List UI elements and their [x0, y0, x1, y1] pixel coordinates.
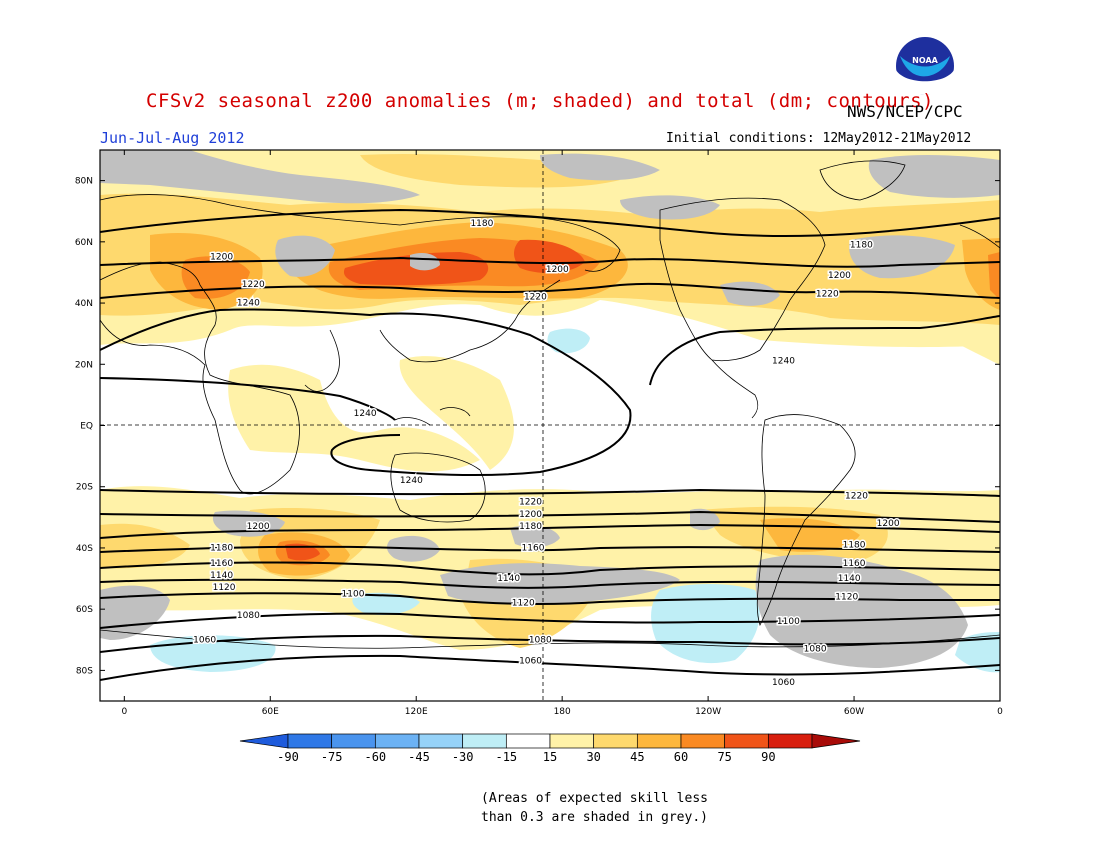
- colorbar-label: -15: [495, 750, 517, 764]
- lat-tick-label: 60N: [75, 238, 93, 248]
- colorbar-label: 45: [630, 750, 644, 764]
- contour-label: 1080: [804, 644, 827, 654]
- lon-tick-label: 120E: [405, 707, 428, 717]
- contour-label: 1160: [522, 543, 545, 553]
- contour-label: 1200: [877, 519, 900, 529]
- skill-note-line-1: (Areas of expected skill less: [481, 791, 708, 806]
- contour-label: 1120: [512, 599, 535, 609]
- colorbar-label: 60: [674, 750, 688, 764]
- colorbar-label: -90: [277, 750, 299, 764]
- contour-label: 1180: [850, 240, 873, 250]
- contour-label: 1140: [838, 574, 861, 584]
- contour-label: 1200: [247, 522, 270, 532]
- contour-label: 1160: [843, 559, 866, 569]
- colorbar-label: -45: [408, 750, 430, 764]
- contour-label: 1200: [210, 253, 233, 263]
- contour-label: 1060: [772, 678, 795, 688]
- colorbar-cell: [593, 733, 638, 749]
- colorbar-cell: [505, 733, 551, 749]
- colorbar-cell: [374, 733, 420, 749]
- contour-label: 1180: [519, 522, 542, 532]
- colorbar-cell: [418, 733, 464, 749]
- contour-label: 1100: [342, 589, 365, 599]
- contour-labels: 1180 1180 1200 1200 1200 1220 1220 1220 1240 1240…: [192, 217, 902, 689]
- contour-label: 1220: [845, 491, 868, 501]
- contour-label: 1180: [210, 543, 233, 553]
- contour-label: 1140: [210, 571, 233, 581]
- contour-label: 1140: [497, 574, 520, 584]
- contour-label: 1240: [237, 299, 260, 309]
- lon-tick-label: 60E: [262, 707, 279, 717]
- initial-conditions-label: Initial conditions: 12May2012-21May2012: [666, 131, 972, 146]
- contour-label: 1180: [470, 219, 493, 229]
- contour-label: 1220: [519, 498, 542, 508]
- skill-note-line-2: than 0.3 are shaded in grey.): [481, 810, 708, 825]
- colorbar-cell: [767, 733, 813, 749]
- lat-tick-label: 20S: [76, 483, 93, 493]
- contour-label: 1100: [777, 617, 800, 627]
- chart-title: CFSv2 seasonal z200 anomalies (m; shaded…: [146, 90, 934, 112]
- lon-tick-label: 120W: [695, 707, 721, 717]
- contour-label: 1220: [524, 292, 547, 302]
- contour-label: 1060: [519, 657, 542, 667]
- contour-label: 1200: [546, 265, 569, 275]
- lon-tick-label: 180: [554, 707, 571, 717]
- lat-tick-label: EQ: [80, 422, 93, 432]
- colorbar-cell: [549, 733, 595, 749]
- lat-tick-label: 80N: [75, 177, 93, 187]
- colorbar-label: -30: [452, 750, 474, 764]
- contour-label: 1220: [242, 280, 265, 290]
- contour-label: 1180: [843, 540, 866, 550]
- lat-tick-label: 20N: [75, 360, 93, 370]
- colorbar-cell: [724, 733, 769, 749]
- colorbar-label: 15: [543, 750, 557, 764]
- contour-label: 1160: [210, 559, 233, 569]
- colorbar-cell: [462, 733, 507, 749]
- agency-label: NWS/NCEP/CPC: [847, 102, 963, 121]
- lat-tick-label: 80S: [76, 666, 93, 676]
- colorbar-cell: [331, 733, 376, 749]
- lat-tick-label: 60S: [76, 605, 93, 615]
- colorbar-cell: [811, 733, 861, 749]
- colorbar-cell: [636, 733, 682, 749]
- map-axes: 80N 60N 40N 20N EQ 20S 40S 60S 80S 0 60E 120E 180 120…: [75, 150, 1003, 717]
- season-label: Jun-Jul-Aug 2012: [100, 129, 245, 147]
- contour-label: 1120: [213, 583, 236, 593]
- colorbar-label: 75: [717, 750, 731, 764]
- lat-tick-label: 40N: [75, 299, 93, 309]
- noaa-logo-icon: NOAA: [896, 37, 954, 95]
- contour-label: 1080: [237, 611, 260, 621]
- lon-tick-label: 60W: [844, 707, 864, 717]
- lon-tick-label: 0: [997, 707, 1003, 717]
- contour-label: 1240: [772, 357, 795, 367]
- contour-label: 1240: [400, 476, 423, 486]
- colorbar-cell: [680, 733, 726, 749]
- contour-label: 1220: [816, 289, 839, 299]
- contour-label: 1240: [354, 409, 377, 419]
- colorbar-label: 30: [586, 750, 600, 764]
- lon-tick-label: 0: [121, 707, 127, 717]
- contour-label: 1080: [529, 635, 552, 645]
- svg-text:NOAA: NOAA: [912, 56, 938, 65]
- colorbar-label: 90: [761, 750, 775, 764]
- contour-label: 1200: [519, 510, 542, 520]
- colorbar-cell: [287, 733, 333, 749]
- contour-label: 1060: [193, 635, 216, 645]
- coastlines: [100, 160, 1000, 649]
- lat-tick-label: 40S: [76, 544, 93, 554]
- height-contours: [100, 208, 1000, 681]
- colorbar-label: -60: [364, 750, 386, 764]
- colorbar-cell: [239, 733, 289, 749]
- contour-label: 1120: [835, 592, 858, 602]
- contour-label: 1200: [828, 271, 851, 281]
- colorbar-label: -75: [321, 750, 343, 764]
